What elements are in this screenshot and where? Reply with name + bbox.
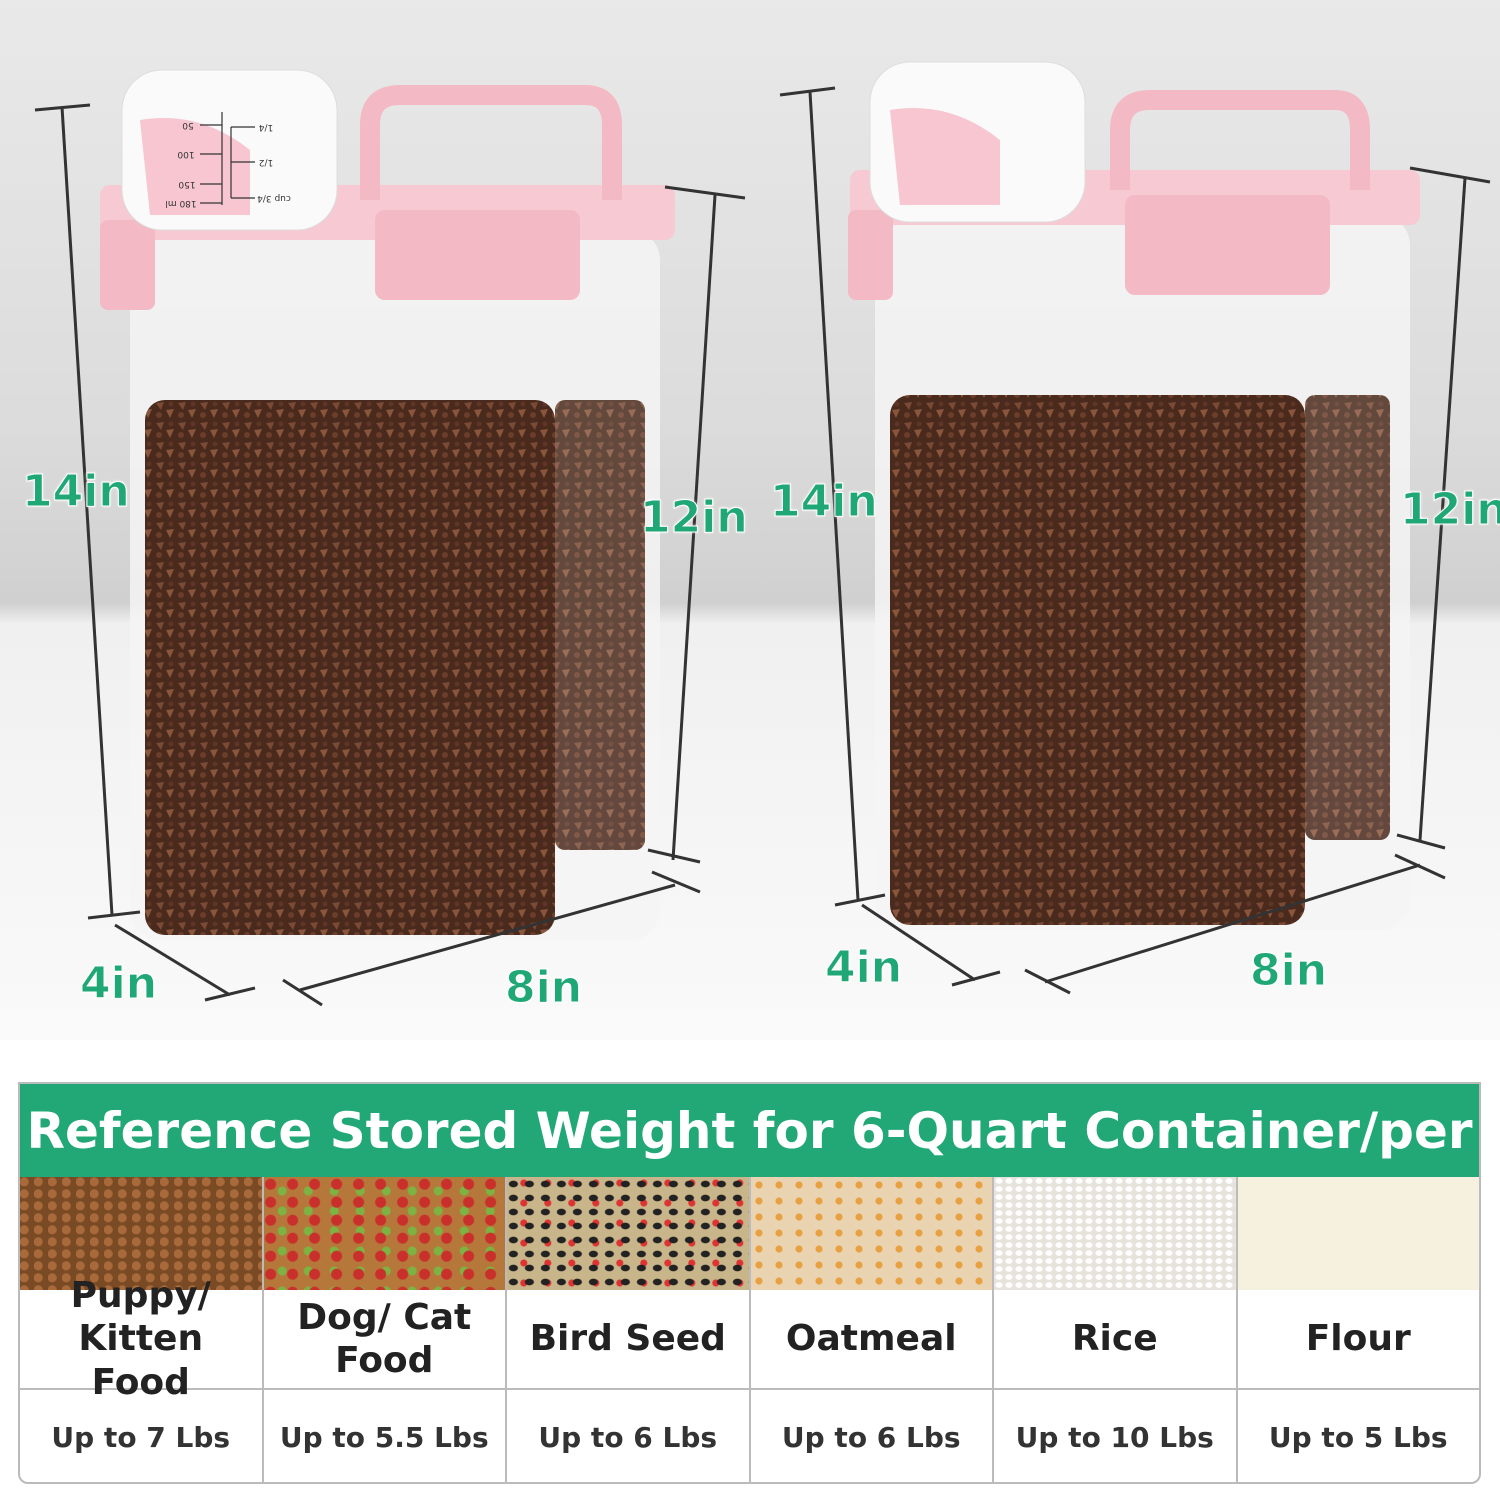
table-column: Dog/ Cat Food Up to 5.5 Lbs [263, 1177, 507, 1482]
product-photo: 14in 12in 4in 8in 14in 12in 4in 8in 50 1… [0, 0, 1500, 1040]
right-back-height-label: 12in [1400, 484, 1500, 536]
measuring-cup-ticks [200, 112, 255, 205]
item-capacity: Up to 10 Lbs [1015, 1420, 1214, 1454]
table-column: Rice Up to 10 Lbs [994, 1177, 1238, 1482]
left-back-height-label: 12in [640, 492, 749, 544]
right-depth-label: 4in [824, 942, 903, 994]
item-capacity: Up to 6 Lbs [781, 1420, 961, 1454]
item-name: Oatmeal [750, 1290, 992, 1390]
ml-mark: 100 [177, 149, 195, 159]
bird-seed-image [507, 1177, 749, 1290]
item-name: Bird Seed [507, 1290, 749, 1390]
ml-mark: 50 [182, 120, 194, 130]
item-capacity: Up to 5.5 Lbs [279, 1420, 489, 1454]
reference-weight-table: Reference Stored Weight for 6-Quart Cont… [18, 1082, 1481, 1484]
item-capacity: Up to 7 Lbs [51, 1420, 231, 1454]
right-width-label: 8in [1249, 945, 1328, 997]
cup-mark: 1/2 [258, 157, 274, 167]
oatmeal-image [750, 1177, 992, 1290]
containers-illustration [34, 61, 1491, 1007]
table-column: Bird Seed Up to 6 Lbs [507, 1177, 751, 1482]
cup-mark: cup 3/4 [257, 193, 291, 203]
right-container [848, 61, 1420, 930]
item-capacity: Up to 5 Lbs [1268, 1420, 1448, 1454]
left-width-label: 8in [504, 962, 583, 1014]
rice-image [994, 1177, 1236, 1290]
dog-food-image [263, 1177, 505, 1290]
dimension-lines [34, 86, 1491, 1007]
item-capacity: Up to 6 Lbs [538, 1420, 718, 1454]
item-name: Puppy/ Kitten Food [20, 1275, 262, 1403]
right-height-label: 14in [770, 476, 879, 528]
ml-mark: 180 ml [165, 198, 197, 208]
ml-mark: 150 [178, 179, 196, 189]
item-name: Rice [994, 1290, 1236, 1390]
table-title: Reference Stored Weight for 6-Quart Cont… [20, 1084, 1479, 1177]
table-column: Flour Up to 5 Lbs [1237, 1177, 1479, 1482]
left-container [100, 69, 675, 940]
left-height-label: 14in [22, 466, 131, 518]
puppy-food-image [20, 1177, 262, 1290]
table-column: Puppy/ Kitten Food Up to 7 Lbs [20, 1177, 264, 1482]
table-column: Oatmeal Up to 6 Lbs [750, 1177, 994, 1482]
cup-mark: 1/4 [258, 122, 274, 132]
left-depth-label: 4in [79, 958, 158, 1010]
item-name: Flour [1237, 1290, 1479, 1390]
flour-image [1237, 1177, 1479, 1290]
item-name: Dog/ Cat Food [263, 1290, 505, 1390]
